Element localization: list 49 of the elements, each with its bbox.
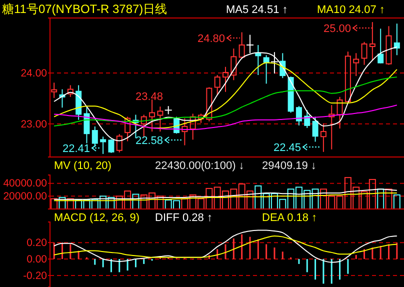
y-tick-label: 40000.00 [3,178,48,190]
candlestick [108,138,114,154]
candlestick [51,82,58,98]
text: 22430.00(0:100) ↓ [155,160,244,172]
y-tick-label: -0.20 [23,270,48,282]
candlestick [100,136,106,154]
y-tick-label: 20000.00 [3,190,48,203]
candlestick [263,54,270,84]
bar [132,194,140,210]
chart-title: MACD (12, 26, 9) [54,212,140,224]
series-label: DIFF 0.28 ↑ [155,212,212,224]
text: MA10 24.07 ↑ [317,4,385,16]
annotation: 23.48 [135,91,163,103]
text: MA5 24.51 ↑ [226,4,288,16]
candlestick [149,98,156,132]
annotation: 22.58 [135,135,163,147]
candlestick [369,22,376,61]
annotation: 24.80 [197,33,225,45]
line-series [54,235,398,258]
candlestick [394,23,400,56]
bar [393,194,400,210]
line-series [54,230,398,263]
chart-title: MV (10, 20) [54,160,112,172]
candlestick [328,104,335,150]
candlestick [296,106,302,126]
candlestick [312,116,318,142]
annotation: 22.41 [62,143,90,155]
y-tick-label: 0.20 [26,236,48,249]
candlestick [378,28,384,64]
y-tick-label: 0.00 [26,253,48,266]
bar [58,196,66,210]
line-series [54,192,398,202]
bar [66,198,74,210]
text: 29409.19 ↓ [262,160,316,172]
y-tick-label: 24.00 [20,67,48,80]
bar [50,198,58,210]
line-series [54,188,398,200]
bar [385,188,392,210]
annotation: 25.00 [323,23,351,35]
candlestick [140,114,147,138]
series-label: DEA 0.18 ↑ [262,212,318,224]
annotation: 22.45 [273,142,301,154]
candlestick [222,66,228,92]
candlestick [230,48,237,81]
candlestick [84,106,90,144]
y-tick-label: 23.00 [20,118,48,130]
candlestick [190,113,196,140]
candlestick [353,52,360,77]
chart-title: 糖11号07(NYBOT-R 3787)日线 [2,2,168,16]
